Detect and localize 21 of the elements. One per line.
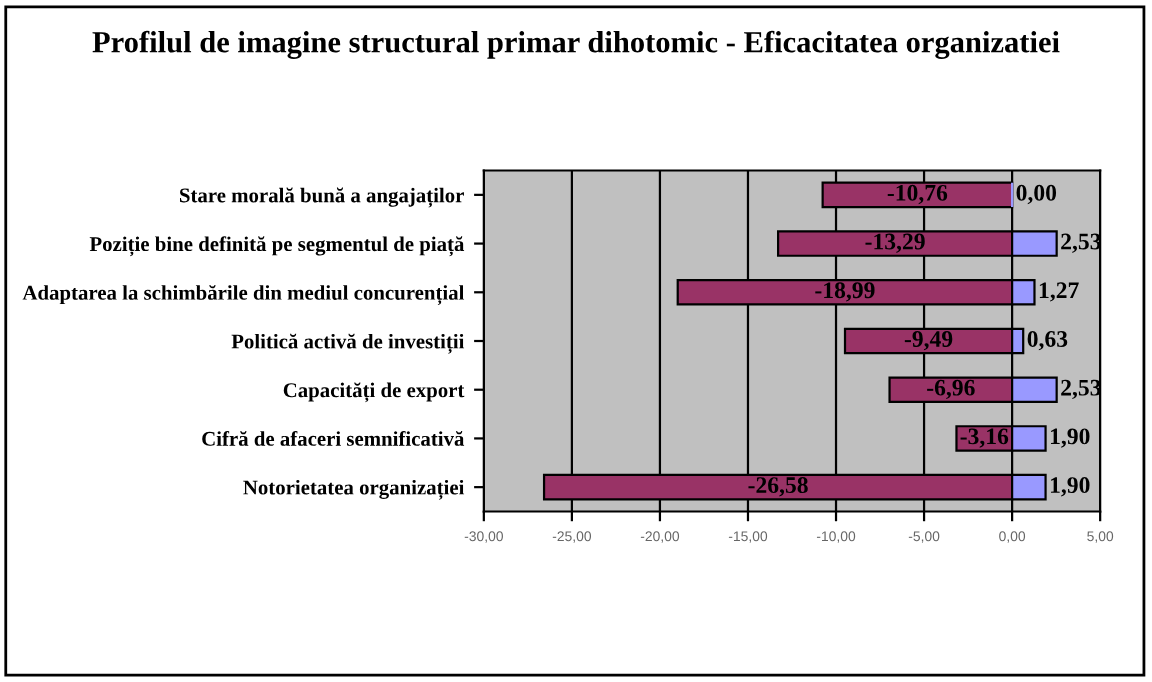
data-label: 0,63 [1027,330,1068,351]
data-label: -26,58 [748,477,808,497]
y-tick-label: Cifră de afaceri semnificativă [202,430,465,446]
chart-title: Profilul de imagine structural primar dihotomic - Eficacitatea organizatiei [92,30,1060,59]
y-tick-label: Poziție bine definită pe segmentul de piață [89,236,465,257]
y-tick-label: Capacități de export [283,382,465,403]
data-label: 1,90 [1050,477,1090,497]
data-label: 1,27 [1039,282,1079,302]
data-label: -6,96 [927,379,975,400]
y-tick-label: Stare morală bună a angajaților [180,187,464,208]
data-label: -18,99 [815,282,875,302]
data-label: 2,53 [1061,379,1101,400]
y-tick-label: Notorietatea organizației [243,479,465,500]
data-label: -9,49 [904,331,953,351]
data-label: -13,29 [865,233,925,253]
data-label: -10,76 [887,184,948,205]
data-label: -3,16 [960,428,1009,448]
y-tick-label: Adaptarea la schimbările din mediul concurențial [22,284,465,305]
data-label: 0,00 [1016,184,1057,205]
data-label: 1,90 [1050,428,1090,448]
y-tick-label: Politică activă de investiții [231,333,465,354]
